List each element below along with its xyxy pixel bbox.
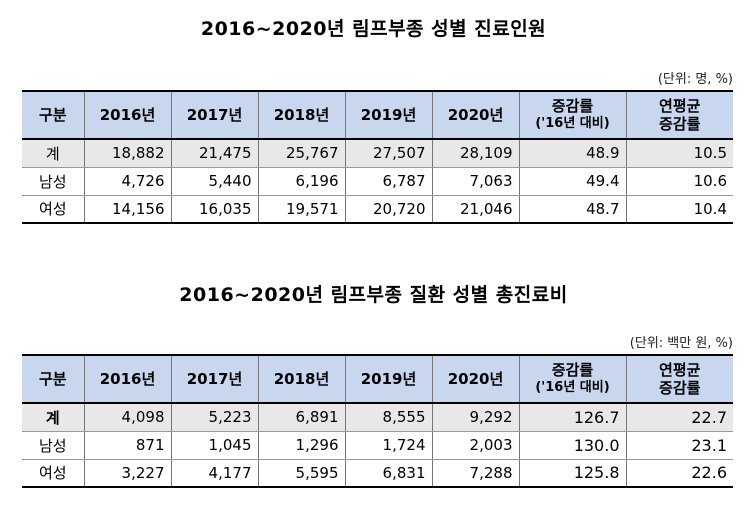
table-cell: 3,227 <box>83 459 172 488</box>
table-cell: 871 <box>83 431 172 460</box>
table2-title: 2016~2020년 림프부종 질환 성별 총진료비 <box>179 284 568 306</box>
table-cell: 10.5 <box>625 139 733 168</box>
table-cell: 10.6 <box>625 167 733 196</box>
header-2018: 2018년 <box>257 90 346 140</box>
table-cell: 27,507 <box>344 139 433 168</box>
table-cell: 19,571 <box>257 195 346 224</box>
table-cell: 28,109 <box>431 139 520 168</box>
table-cell: 22.6 <box>625 459 733 488</box>
header-2019: 2019년 <box>344 90 433 140</box>
table-cell: 20,720 <box>344 195 433 224</box>
table-cell: 4,177 <box>170 459 259 488</box>
table1-title: 2016~2020년 림프부종 성별 진료인원 <box>200 18 547 40</box>
table-cell: 4,098 <box>83 403 172 432</box>
row-label: 계 <box>22 139 85 168</box>
table-cell: 48.7 <box>518 195 627 224</box>
header-2018: 2018년 <box>257 354 346 404</box>
table-cell: 18,882 <box>83 139 172 168</box>
table-cell: 2,003 <box>431 431 520 460</box>
header-2016: 2016년 <box>83 354 172 404</box>
row-label: 여성 <box>22 195 85 224</box>
table-cell: 7,063 <box>431 167 520 196</box>
table-cell: 126.7 <box>518 403 627 432</box>
table-cell: 7,288 <box>431 459 520 488</box>
table-cell: 14,156 <box>83 195 172 224</box>
header-2017: 2017년 <box>170 90 259 140</box>
table-cell: 130.0 <box>518 431 627 460</box>
table-row-total: 계 18,882 21,475 25,767 27,507 28,109 48.… <box>22 139 733 168</box>
table-cell: 48.9 <box>518 139 627 168</box>
header-category: 구분 <box>22 354 85 404</box>
table2-header-row: 구분 2016년 2017년 2018년 2019년 2020년 증감률 ('1… <box>22 354 733 404</box>
table-row-male: 남성 4,726 5,440 6,196 6,787 7,063 49.4 10… <box>22 167 733 196</box>
table-cell: 22.7 <box>625 403 733 432</box>
header-change-rate-label: 증감률 <box>551 97 594 115</box>
table2-lymphedema-medical-costs: 구분 2016년 2017년 2018년 2019년 2020년 증감률 ('1… <box>22 354 733 488</box>
header-change-rate-basis: ('16년 대비) <box>535 116 610 131</box>
table-cell: 25,767 <box>257 139 346 168</box>
table-cell: 9,292 <box>431 403 520 432</box>
row-label: 남성 <box>22 431 85 460</box>
table-row-female: 여성 14,156 16,035 19,571 20,720 21,046 48… <box>22 195 733 224</box>
header-change-rate: 증감률 ('16년 대비) <box>518 354 627 404</box>
header-2019: 2019년 <box>344 354 433 404</box>
header-annual-avg-rate: 연평균 증감률 <box>625 354 733 404</box>
header-annual-avg-sub: 증감률 <box>659 379 701 397</box>
table-cell: 6,891 <box>257 403 346 432</box>
table-cell: 1,045 <box>170 431 259 460</box>
header-annual-avg-rate: 연평균 증감률 <box>625 90 733 140</box>
table-cell: 5,223 <box>170 403 259 432</box>
header-2016: 2016년 <box>83 90 172 140</box>
row-label: 여성 <box>22 459 85 488</box>
header-annual-avg-sub: 증감률 <box>659 115 701 133</box>
table-cell: 1,296 <box>257 431 346 460</box>
table-row-female: 여성 3,227 4,177 5,595 6,831 7,288 125.8 2… <box>22 459 733 488</box>
table-row-total: 계 4,098 5,223 6,891 8,555 9,292 126.7 22… <box>22 403 733 432</box>
table-cell: 21,046 <box>431 195 520 224</box>
table-cell: 5,595 <box>257 459 346 488</box>
table-cell: 125.8 <box>518 459 627 488</box>
header-annual-avg-label: 연평균 <box>659 361 701 379</box>
table-cell: 10.4 <box>625 195 733 224</box>
header-2020: 2020년 <box>431 354 520 404</box>
header-category: 구분 <box>22 90 85 140</box>
row-label: 남성 <box>22 167 85 196</box>
table1-header-row: 구분 2016년 2017년 2018년 2019년 2020년 증감률 ('1… <box>22 90 733 140</box>
table-cell: 23.1 <box>625 431 733 460</box>
table-cell: 6,196 <box>257 167 346 196</box>
header-change-rate-basis: ('16년 대비) <box>535 380 610 395</box>
table-cell: 4,726 <box>83 167 172 196</box>
table-cell: 49.4 <box>518 167 627 196</box>
table1-unit-label: (단위: 명, %) <box>657 72 733 87</box>
table-cell: 6,831 <box>344 459 433 488</box>
table-cell: 8,555 <box>344 403 433 432</box>
table-cell: 1,724 <box>344 431 433 460</box>
header-change-rate: 증감률 ('16년 대비) <box>518 90 627 140</box>
row-label: 계 <box>22 403 85 432</box>
header-2017: 2017년 <box>170 354 259 404</box>
table-cell: 21,475 <box>170 139 259 168</box>
header-annual-avg-label: 연평균 <box>659 97 701 115</box>
table-cell: 5,440 <box>170 167 259 196</box>
table1-lymphedema-patients: 구분 2016년 2017년 2018년 2019년 2020년 증감률 ('1… <box>22 90 733 224</box>
table-cell: 16,035 <box>170 195 259 224</box>
header-change-rate-label: 증감률 <box>551 361 594 379</box>
table2-unit-label: (단위: 백만 원, %) <box>629 336 733 351</box>
table-cell: 6,787 <box>344 167 433 196</box>
header-2020: 2020년 <box>431 90 520 140</box>
table-row-male: 남성 871 1,045 1,296 1,724 2,003 130.0 23.… <box>22 431 733 460</box>
